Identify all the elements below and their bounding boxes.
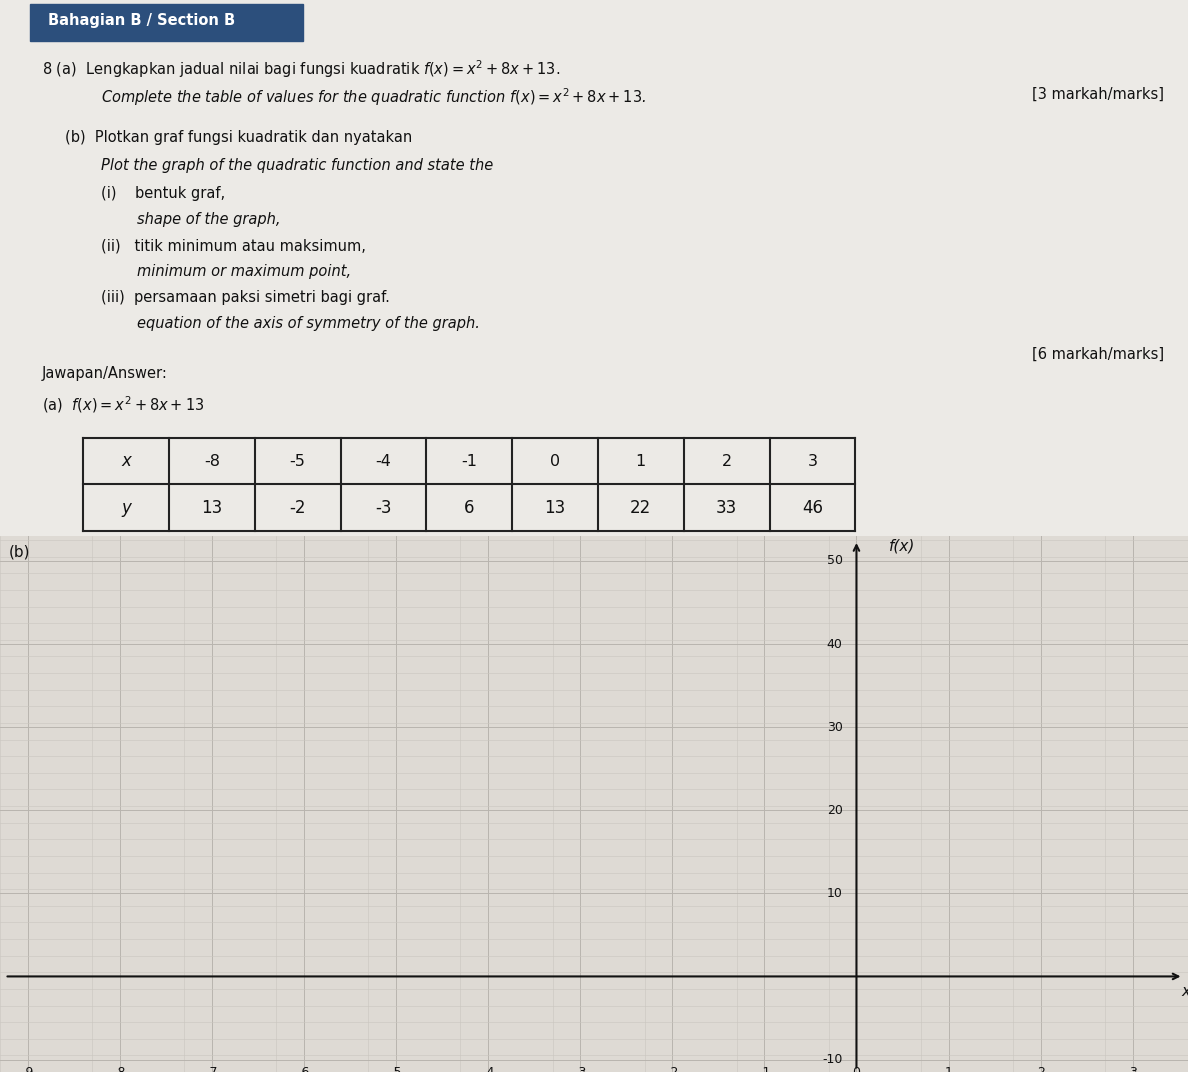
Text: 50: 50 (827, 554, 842, 567)
Text: x: x (1182, 984, 1188, 999)
Text: 33: 33 (716, 498, 738, 517)
Text: 2: 2 (721, 453, 732, 468)
Text: -5: -5 (390, 1067, 403, 1072)
Text: 2: 2 (1037, 1067, 1044, 1072)
Text: -10: -10 (822, 1053, 842, 1066)
Text: -2: -2 (666, 1067, 678, 1072)
Text: -3: -3 (375, 498, 392, 517)
Text: Plot the graph of the quadratic function and state the: Plot the graph of the quadratic function… (101, 158, 493, 173)
Text: -8: -8 (114, 1067, 126, 1072)
Text: 13: 13 (544, 498, 565, 517)
Text: 13: 13 (201, 498, 222, 517)
Text: -1: -1 (461, 453, 478, 468)
Text: (a)  $f(x) = x^2 + 8x + 13$: (a) $f(x) = x^2 + 8x + 13$ (42, 394, 204, 415)
Text: 22: 22 (631, 498, 651, 517)
Text: Complete the table of values for the quadratic function $f(x) = x^2 + 8x + 13$.: Complete the table of values for the qua… (101, 87, 646, 108)
Text: (ii)   titik minimum atau maksimum,: (ii) titik minimum atau maksimum, (101, 238, 366, 253)
Text: shape of the graph,: shape of the graph, (137, 212, 280, 227)
Text: 1: 1 (636, 453, 646, 468)
Text: 1: 1 (944, 1067, 953, 1072)
Text: [3 markah/marks]: [3 markah/marks] (1032, 87, 1164, 102)
Text: -4: -4 (375, 453, 391, 468)
Text: (iii)  persamaan paksi simetri bagi graf.: (iii) persamaan paksi simetri bagi graf. (101, 291, 390, 306)
Text: -2: -2 (290, 498, 305, 517)
Text: -7: -7 (206, 1067, 219, 1072)
Text: (i)    bentuk graf,: (i) bentuk graf, (101, 187, 225, 202)
Text: equation of the axis of symmetry of the graph.: equation of the axis of symmetry of the … (137, 316, 480, 331)
Text: 0: 0 (550, 453, 560, 468)
Text: x: x (121, 452, 131, 471)
Text: 10: 10 (827, 887, 842, 899)
FancyBboxPatch shape (30, 4, 303, 41)
Text: (b): (b) (10, 545, 31, 560)
Text: Bahagian B / Section B: Bahagian B / Section B (48, 13, 235, 28)
Text: -5: -5 (290, 453, 305, 468)
Text: 3: 3 (1129, 1067, 1137, 1072)
Text: 30: 30 (827, 720, 842, 733)
Text: -9: -9 (21, 1067, 33, 1072)
Text: minimum or maximum point,: minimum or maximum point, (137, 264, 350, 279)
Text: 40: 40 (827, 638, 842, 651)
Text: 3: 3 (808, 453, 817, 468)
Text: 0: 0 (853, 1067, 860, 1072)
Text: 20: 20 (827, 804, 842, 817)
Text: 8 (a)  Lengkapkan jadual nilai bagi fungsi kuadratik $f(x) = x^2 + 8x + 13$.: 8 (a) Lengkapkan jadual nilai bagi fungs… (42, 59, 560, 80)
Text: 6: 6 (465, 498, 474, 517)
Text: 46: 46 (802, 498, 823, 517)
Text: f(x): f(x) (889, 538, 915, 553)
Text: -6: -6 (298, 1067, 310, 1072)
Text: Jawapan/Answer:: Jawapan/Answer: (42, 366, 168, 381)
Text: -3: -3 (574, 1067, 587, 1072)
Text: -4: -4 (482, 1067, 494, 1072)
Text: -8: -8 (204, 453, 220, 468)
Text: -1: -1 (758, 1067, 771, 1072)
Text: y: y (121, 498, 131, 517)
Text: [6 markah/marks]: [6 markah/marks] (1032, 346, 1164, 361)
Text: (b)  Plotkan graf fungsi kuadratik dan nyatakan: (b) Plotkan graf fungsi kuadratik dan ny… (65, 130, 412, 145)
